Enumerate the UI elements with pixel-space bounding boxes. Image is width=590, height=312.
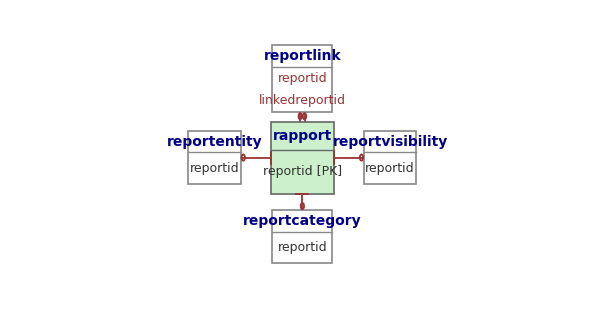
FancyBboxPatch shape [188, 131, 241, 184]
FancyBboxPatch shape [273, 210, 332, 263]
Text: reportcategory: reportcategory [243, 214, 362, 228]
Text: reportid: reportid [365, 162, 415, 175]
FancyBboxPatch shape [273, 45, 332, 112]
Text: reportlink: reportlink [264, 49, 341, 63]
Text: reportid [PK]: reportid [PK] [263, 165, 342, 178]
Text: reportid: reportid [190, 162, 240, 175]
Text: rapport: rapport [273, 129, 332, 143]
FancyBboxPatch shape [271, 122, 333, 193]
Text: reportid: reportid [277, 241, 327, 254]
Text: reportid: reportid [277, 72, 327, 85]
Text: reportvisibility: reportvisibility [332, 135, 448, 149]
Text: linkedreportid: linkedreportid [259, 94, 346, 107]
Text: reportentity: reportentity [167, 135, 263, 149]
FancyBboxPatch shape [363, 131, 417, 184]
